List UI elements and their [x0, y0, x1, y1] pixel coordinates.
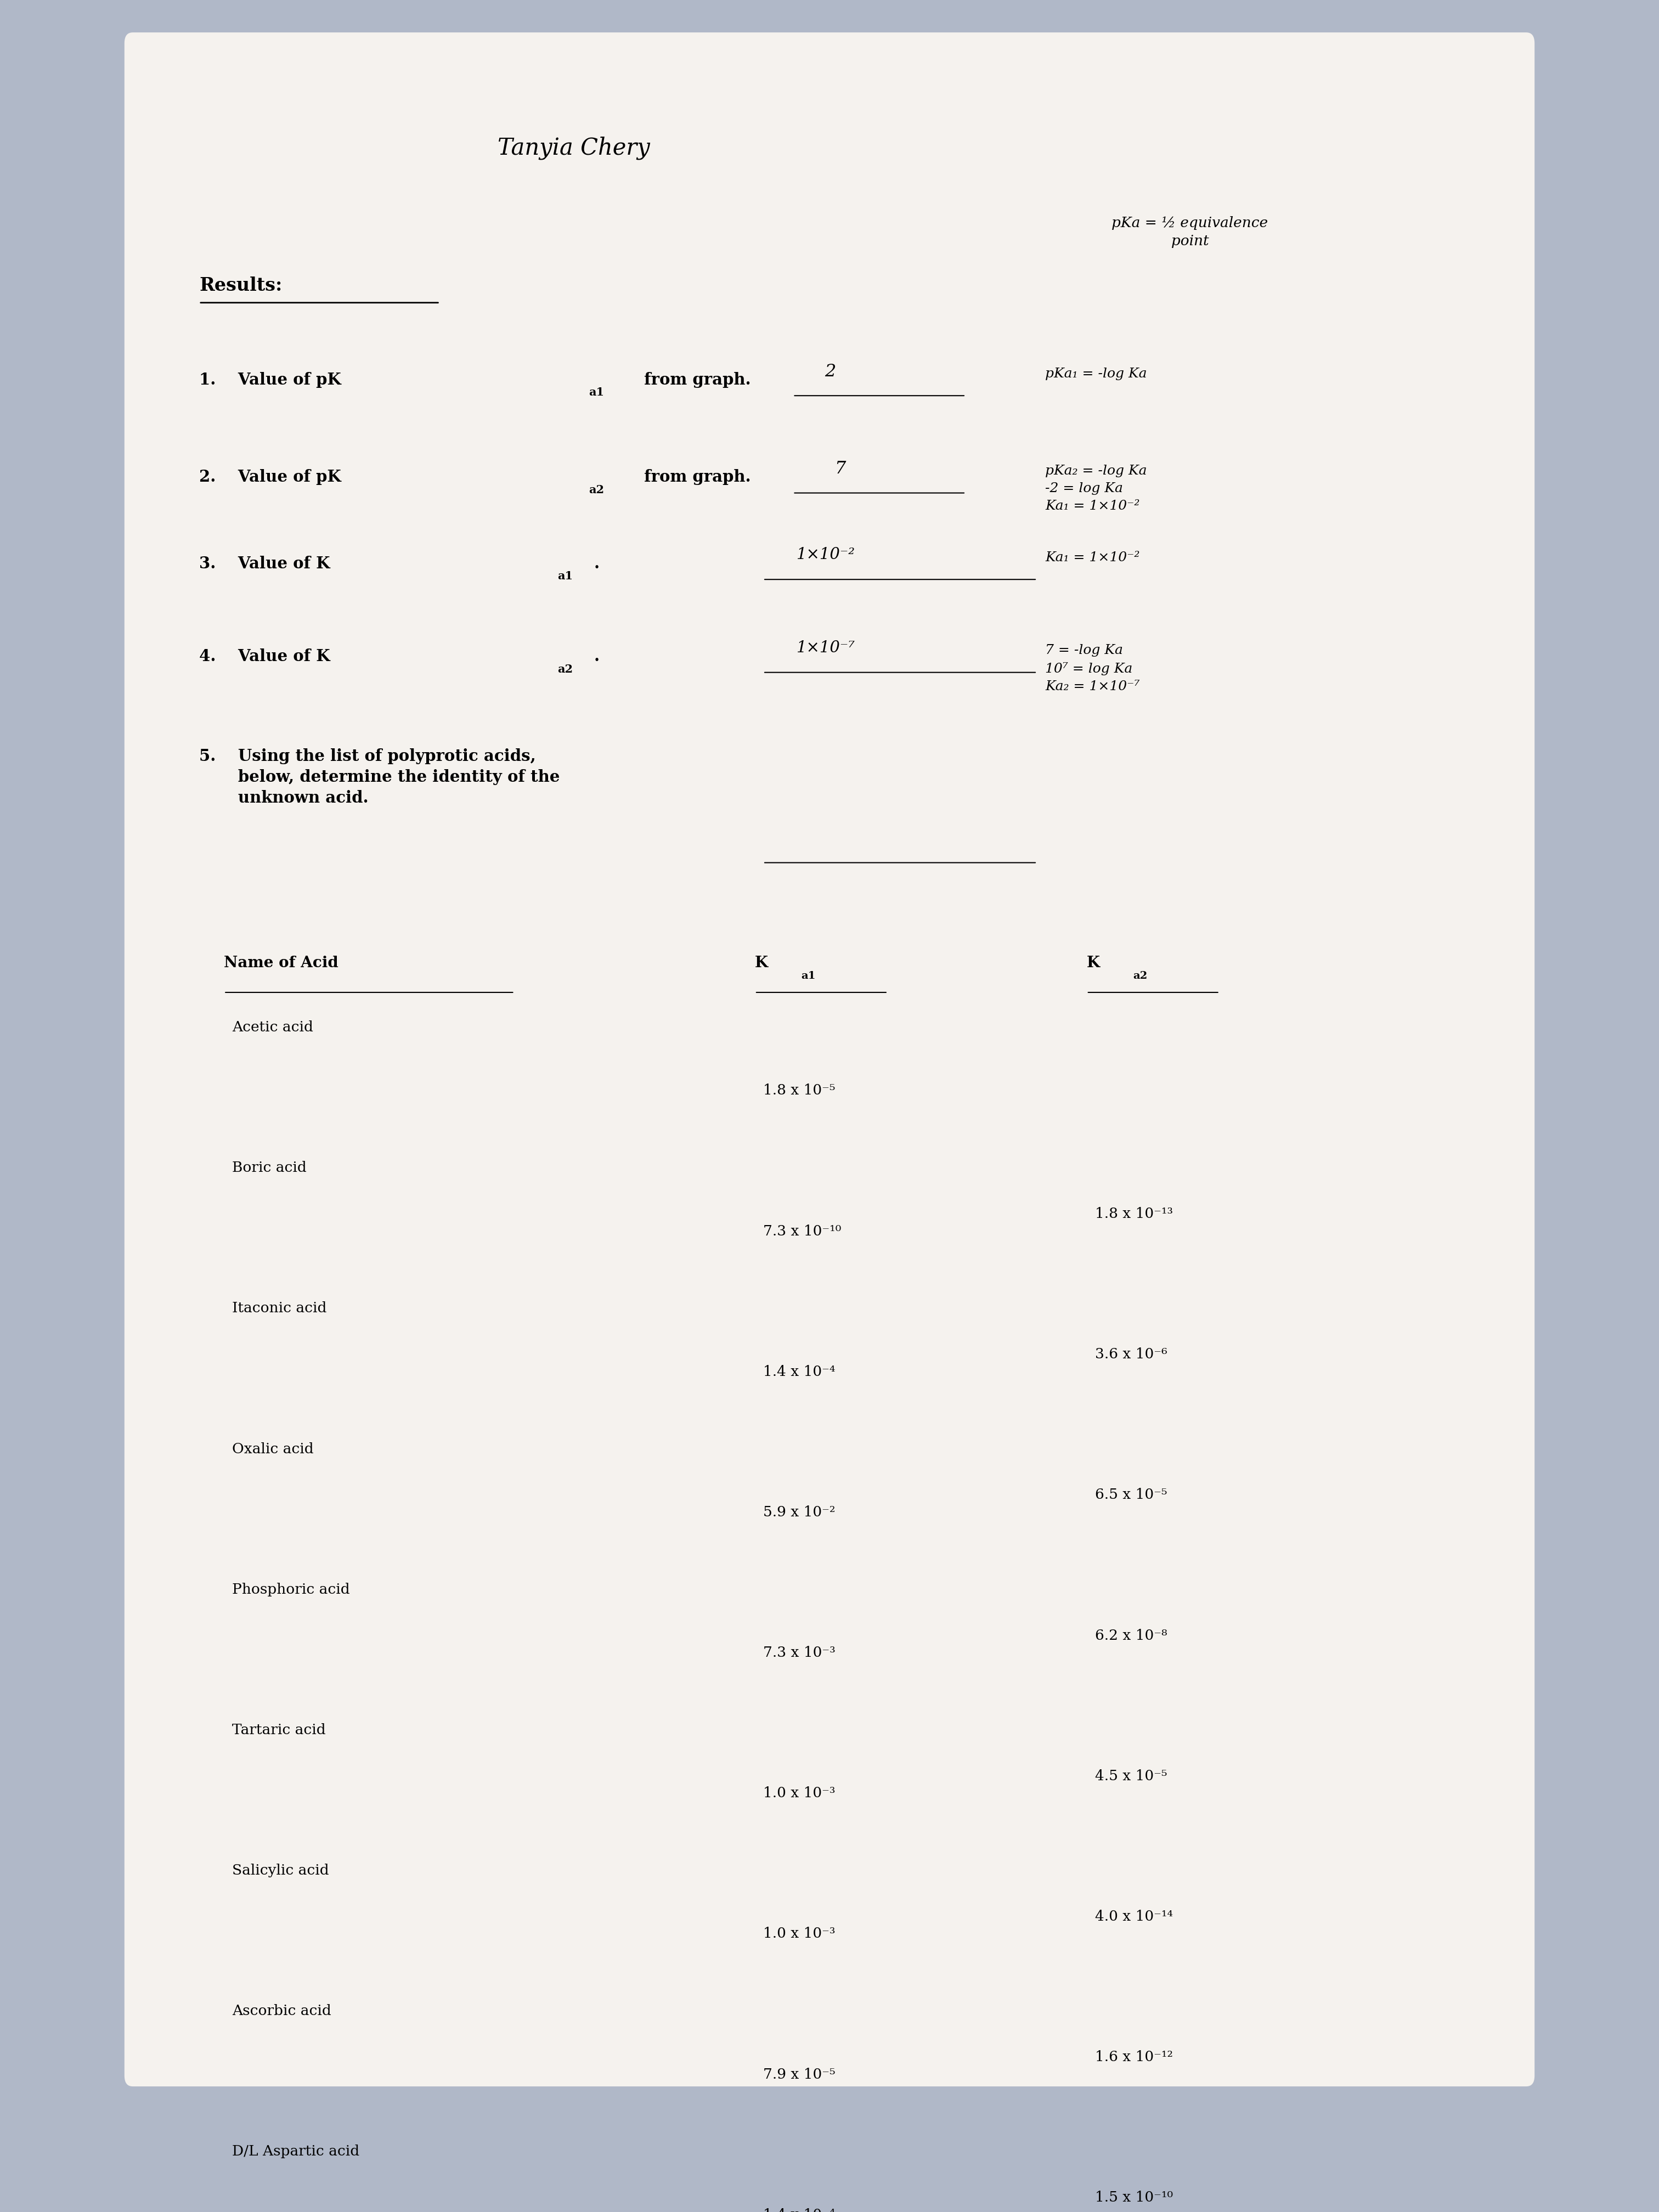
Text: Boric acid: Boric acid — [232, 1161, 307, 1175]
Text: K: K — [1087, 956, 1100, 971]
Text: 1.    Value of pK: 1. Value of pK — [199, 372, 342, 387]
Text: 7.9 x 10⁻⁵: 7.9 x 10⁻⁵ — [763, 2068, 836, 2081]
Text: 1.5 x 10⁻¹⁰: 1.5 x 10⁻¹⁰ — [1095, 2190, 1173, 2205]
Text: 1.4 x 10⁻⁴: 1.4 x 10⁻⁴ — [763, 1365, 834, 1378]
Text: a2: a2 — [1133, 971, 1148, 980]
Text: a2: a2 — [557, 664, 572, 675]
FancyBboxPatch shape — [124, 33, 1535, 2086]
Text: pKa = ½ equivalence
             point: pKa = ½ equivalence point — [1112, 217, 1267, 248]
Text: Phosphoric acid: Phosphoric acid — [232, 1582, 350, 1597]
Text: Name of Acid: Name of Acid — [224, 956, 338, 971]
Text: 1.0 x 10⁻³: 1.0 x 10⁻³ — [763, 1927, 836, 1940]
Text: .: . — [594, 648, 599, 664]
Text: 4.5 x 10⁻⁵: 4.5 x 10⁻⁵ — [1095, 1770, 1166, 1783]
Text: 1.0 x 10⁻³: 1.0 x 10⁻³ — [763, 1787, 836, 1801]
Text: pKa₂ = -log Ka
-2 = log Ka
Ka₁ = 1×10⁻²: pKa₂ = -log Ka -2 = log Ka Ka₁ = 1×10⁻² — [1045, 465, 1146, 513]
Text: .: . — [594, 555, 599, 571]
Text: D/L Aspartic acid: D/L Aspartic acid — [232, 2146, 360, 2159]
Text: 5.    Using the list of polyprotic acids,
       below, determine the identity o: 5. Using the list of polyprotic acids, b… — [199, 748, 559, 805]
Text: 6.5 x 10⁻⁵: 6.5 x 10⁻⁵ — [1095, 1489, 1166, 1502]
Text: 3.    Value of K: 3. Value of K — [199, 555, 330, 571]
Text: 4.    Value of K: 4. Value of K — [199, 648, 330, 664]
Text: 5.9 x 10⁻²: 5.9 x 10⁻² — [763, 1506, 834, 1520]
Text: 2: 2 — [825, 363, 836, 380]
Text: 1.8 x 10⁻¹³: 1.8 x 10⁻¹³ — [1095, 1208, 1173, 1221]
Text: 7.3 x 10⁻³: 7.3 x 10⁻³ — [763, 1646, 836, 1659]
Text: Salicylic acid: Salicylic acid — [232, 1865, 328, 1878]
Text: 7 = -log Ka
10⁷ = log Ka
Ka₂ = 1×10⁻⁷: 7 = -log Ka 10⁷ = log Ka Ka₂ = 1×10⁻⁷ — [1045, 644, 1140, 692]
Text: Acetic acid: Acetic acid — [232, 1020, 314, 1035]
Text: Tanyia Chery: Tanyia Chery — [498, 137, 650, 159]
Text: from graph.: from graph. — [639, 372, 752, 387]
Text: a2: a2 — [589, 484, 604, 495]
Text: 1×10⁻⁷: 1×10⁻⁷ — [796, 639, 854, 655]
Text: 1.6 x 10⁻¹²: 1.6 x 10⁻¹² — [1095, 2051, 1173, 2064]
Text: pKa₁ = -log Ka: pKa₁ = -log Ka — [1045, 367, 1146, 380]
Text: a1: a1 — [557, 571, 572, 582]
Text: 1.8 x 10⁻⁵: 1.8 x 10⁻⁵ — [763, 1084, 834, 1097]
Text: from graph.: from graph. — [639, 469, 752, 484]
Text: 1.4 x 10⁻⁴: 1.4 x 10⁻⁴ — [763, 2208, 834, 2212]
Text: 7.3 x 10⁻¹⁰: 7.3 x 10⁻¹⁰ — [763, 1223, 841, 1239]
Text: 6.2 x 10⁻⁸: 6.2 x 10⁻⁸ — [1095, 1628, 1168, 1641]
Text: Tartaric acid: Tartaric acid — [232, 1723, 325, 1736]
Text: a1: a1 — [589, 387, 604, 398]
Text: Ka₁ = 1×10⁻²: Ka₁ = 1×10⁻² — [1045, 551, 1140, 564]
Text: a1: a1 — [801, 971, 816, 980]
Text: Ascorbic acid: Ascorbic acid — [232, 2004, 332, 2017]
Text: 1×10⁻²: 1×10⁻² — [796, 546, 854, 562]
Text: Itaconic acid: Itaconic acid — [232, 1301, 327, 1316]
Text: 3.6 x 10⁻⁶: 3.6 x 10⁻⁶ — [1095, 1347, 1168, 1360]
Text: Oxalic acid: Oxalic acid — [232, 1442, 314, 1455]
Text: Results:: Results: — [199, 276, 282, 294]
Text: 2.    Value of pK: 2. Value of pK — [199, 469, 342, 484]
Text: K: K — [755, 956, 768, 971]
Text: 4.0 x 10⁻¹⁴: 4.0 x 10⁻¹⁴ — [1095, 1909, 1173, 1924]
Text: 7: 7 — [834, 460, 846, 478]
